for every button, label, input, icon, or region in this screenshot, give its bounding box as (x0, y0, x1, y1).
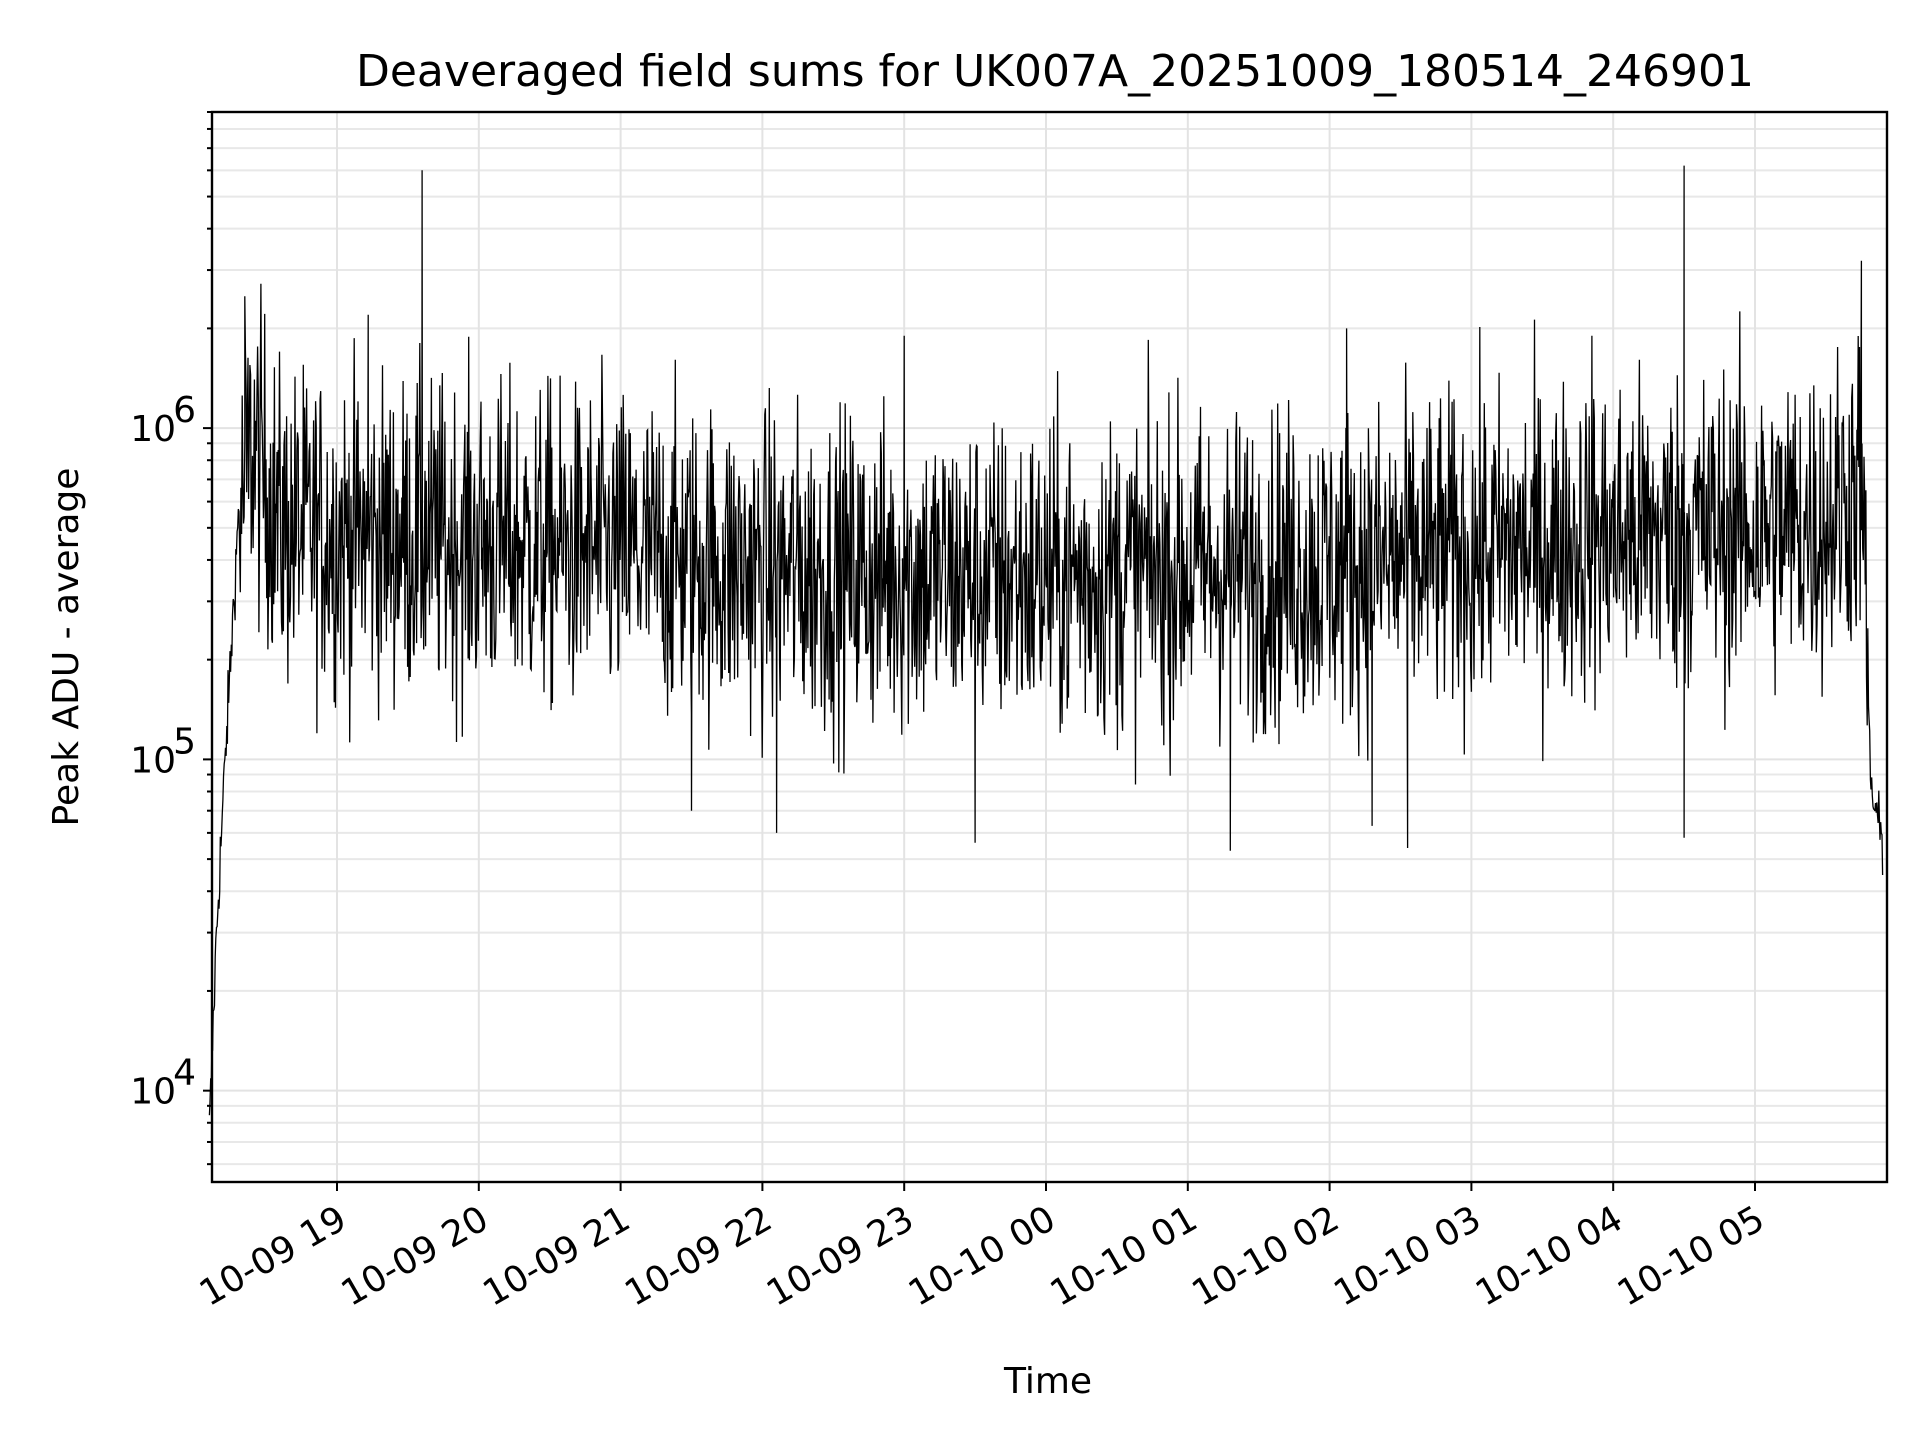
y-tick-label: 10 (130, 409, 176, 450)
y-axis-label: Peak ADU - average (46, 468, 87, 827)
x-tick-label: 10-10 01 (1044, 1198, 1205, 1314)
grid (212, 111, 1887, 1182)
x-tick-label: 10-10 05 (1611, 1198, 1772, 1314)
x-tick-label: 10-09 19 (193, 1198, 354, 1314)
x-tick-label: 10-09 23 (760, 1198, 921, 1314)
series-line (208, 165, 1884, 1116)
y-tick-label: 10 (130, 1072, 176, 1113)
y-tick-label: 10 (130, 740, 176, 781)
x-tick-label: 10-09 21 (476, 1198, 637, 1314)
x-tick-label: 10-10 04 (1469, 1198, 1630, 1314)
y-tick-exponent: 5 (173, 721, 196, 762)
chart-title: Deaveraged field sums for UK007A_2025100… (356, 46, 1754, 97)
x-tick-label: 10-09 22 (618, 1198, 779, 1314)
x-tick-label: 10-09 20 (335, 1198, 496, 1314)
plot-frame (210, 110, 1889, 1184)
x-tick-label: 10-10 03 (1327, 1198, 1488, 1314)
x-axis-label: Time (1003, 1361, 1092, 1402)
x-tick-label: 10-10 00 (902, 1198, 1063, 1314)
y-tick-exponent: 6 (173, 390, 196, 431)
x-tick-label: 10-10 02 (1185, 1198, 1346, 1314)
y-tick-exponent: 4 (173, 1053, 196, 1094)
